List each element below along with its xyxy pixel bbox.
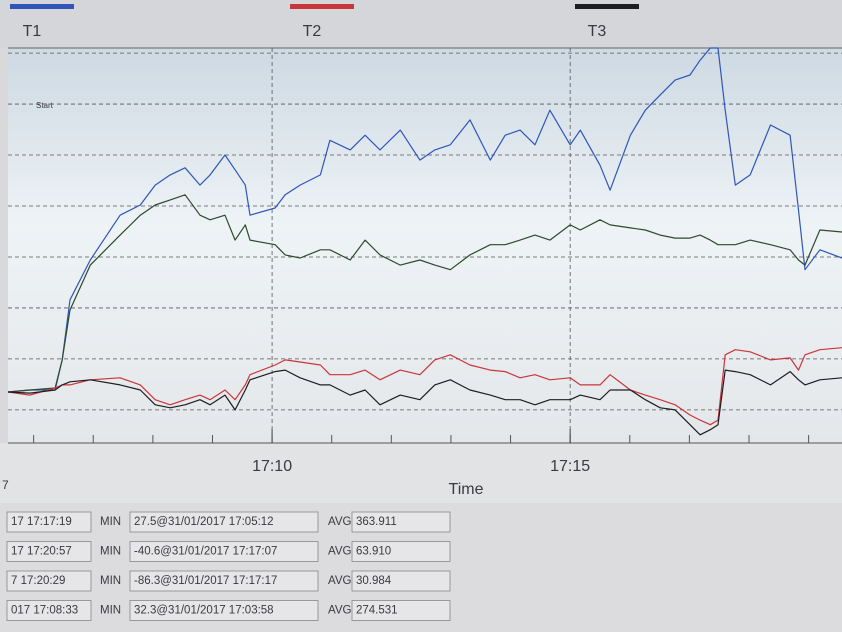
legend-label: T1 [23,23,42,40]
stat-text: MIN [100,546,121,558]
stat-text: 30.984 [356,575,392,587]
stat-text: AVG [328,516,351,528]
stat-text: MIN [100,516,121,528]
axis-area [0,443,842,503]
stat-text: -40.6@31/01/2017 17:17:07 [134,546,277,558]
legend-swatch [575,4,639,9]
stat-text: 017 17:08:33 [11,605,78,617]
screen: Start Time 7 17:10 17:15 T1 T2 T3 17 17:17:19… [0,0,842,632]
legend-swatch [290,4,354,9]
plot-area [8,48,842,443]
stat-text: 27.5@31/01/2017 17:05:12 [134,516,274,528]
legend-label: T3 [588,23,607,40]
legend-label: T2 [303,23,322,40]
stat-text: 17 17:20:57 [11,546,72,558]
legend-swatch [10,4,74,9]
stat-text: AVG [328,546,351,558]
stat-text: MIN [100,575,121,587]
stat-text: 17 17:17:19 [11,516,72,528]
stat-text: 63.910 [356,546,391,558]
tab-bar [0,0,842,48]
stat-text: 363.911 [356,516,397,528]
cut-off-text: 7 [2,478,9,492]
x-tick-label: 17:10 [252,458,292,475]
annotation: Start [36,101,54,110]
stat-text: AVG [328,575,351,587]
x-tick-label: 17:15 [550,458,590,475]
stat-text: MIN [100,605,121,617]
x-axis-label: Time [449,481,484,498]
stat-text: 7 17:20:29 [11,575,65,587]
stat-text: -86.3@31/01/2017 17:17:17 [134,575,277,587]
stat-text: AVG [328,605,351,617]
stat-text: 32.3@31/01/2017 17:03:58 [134,605,274,617]
stat-text: 274.531 [356,605,398,617]
